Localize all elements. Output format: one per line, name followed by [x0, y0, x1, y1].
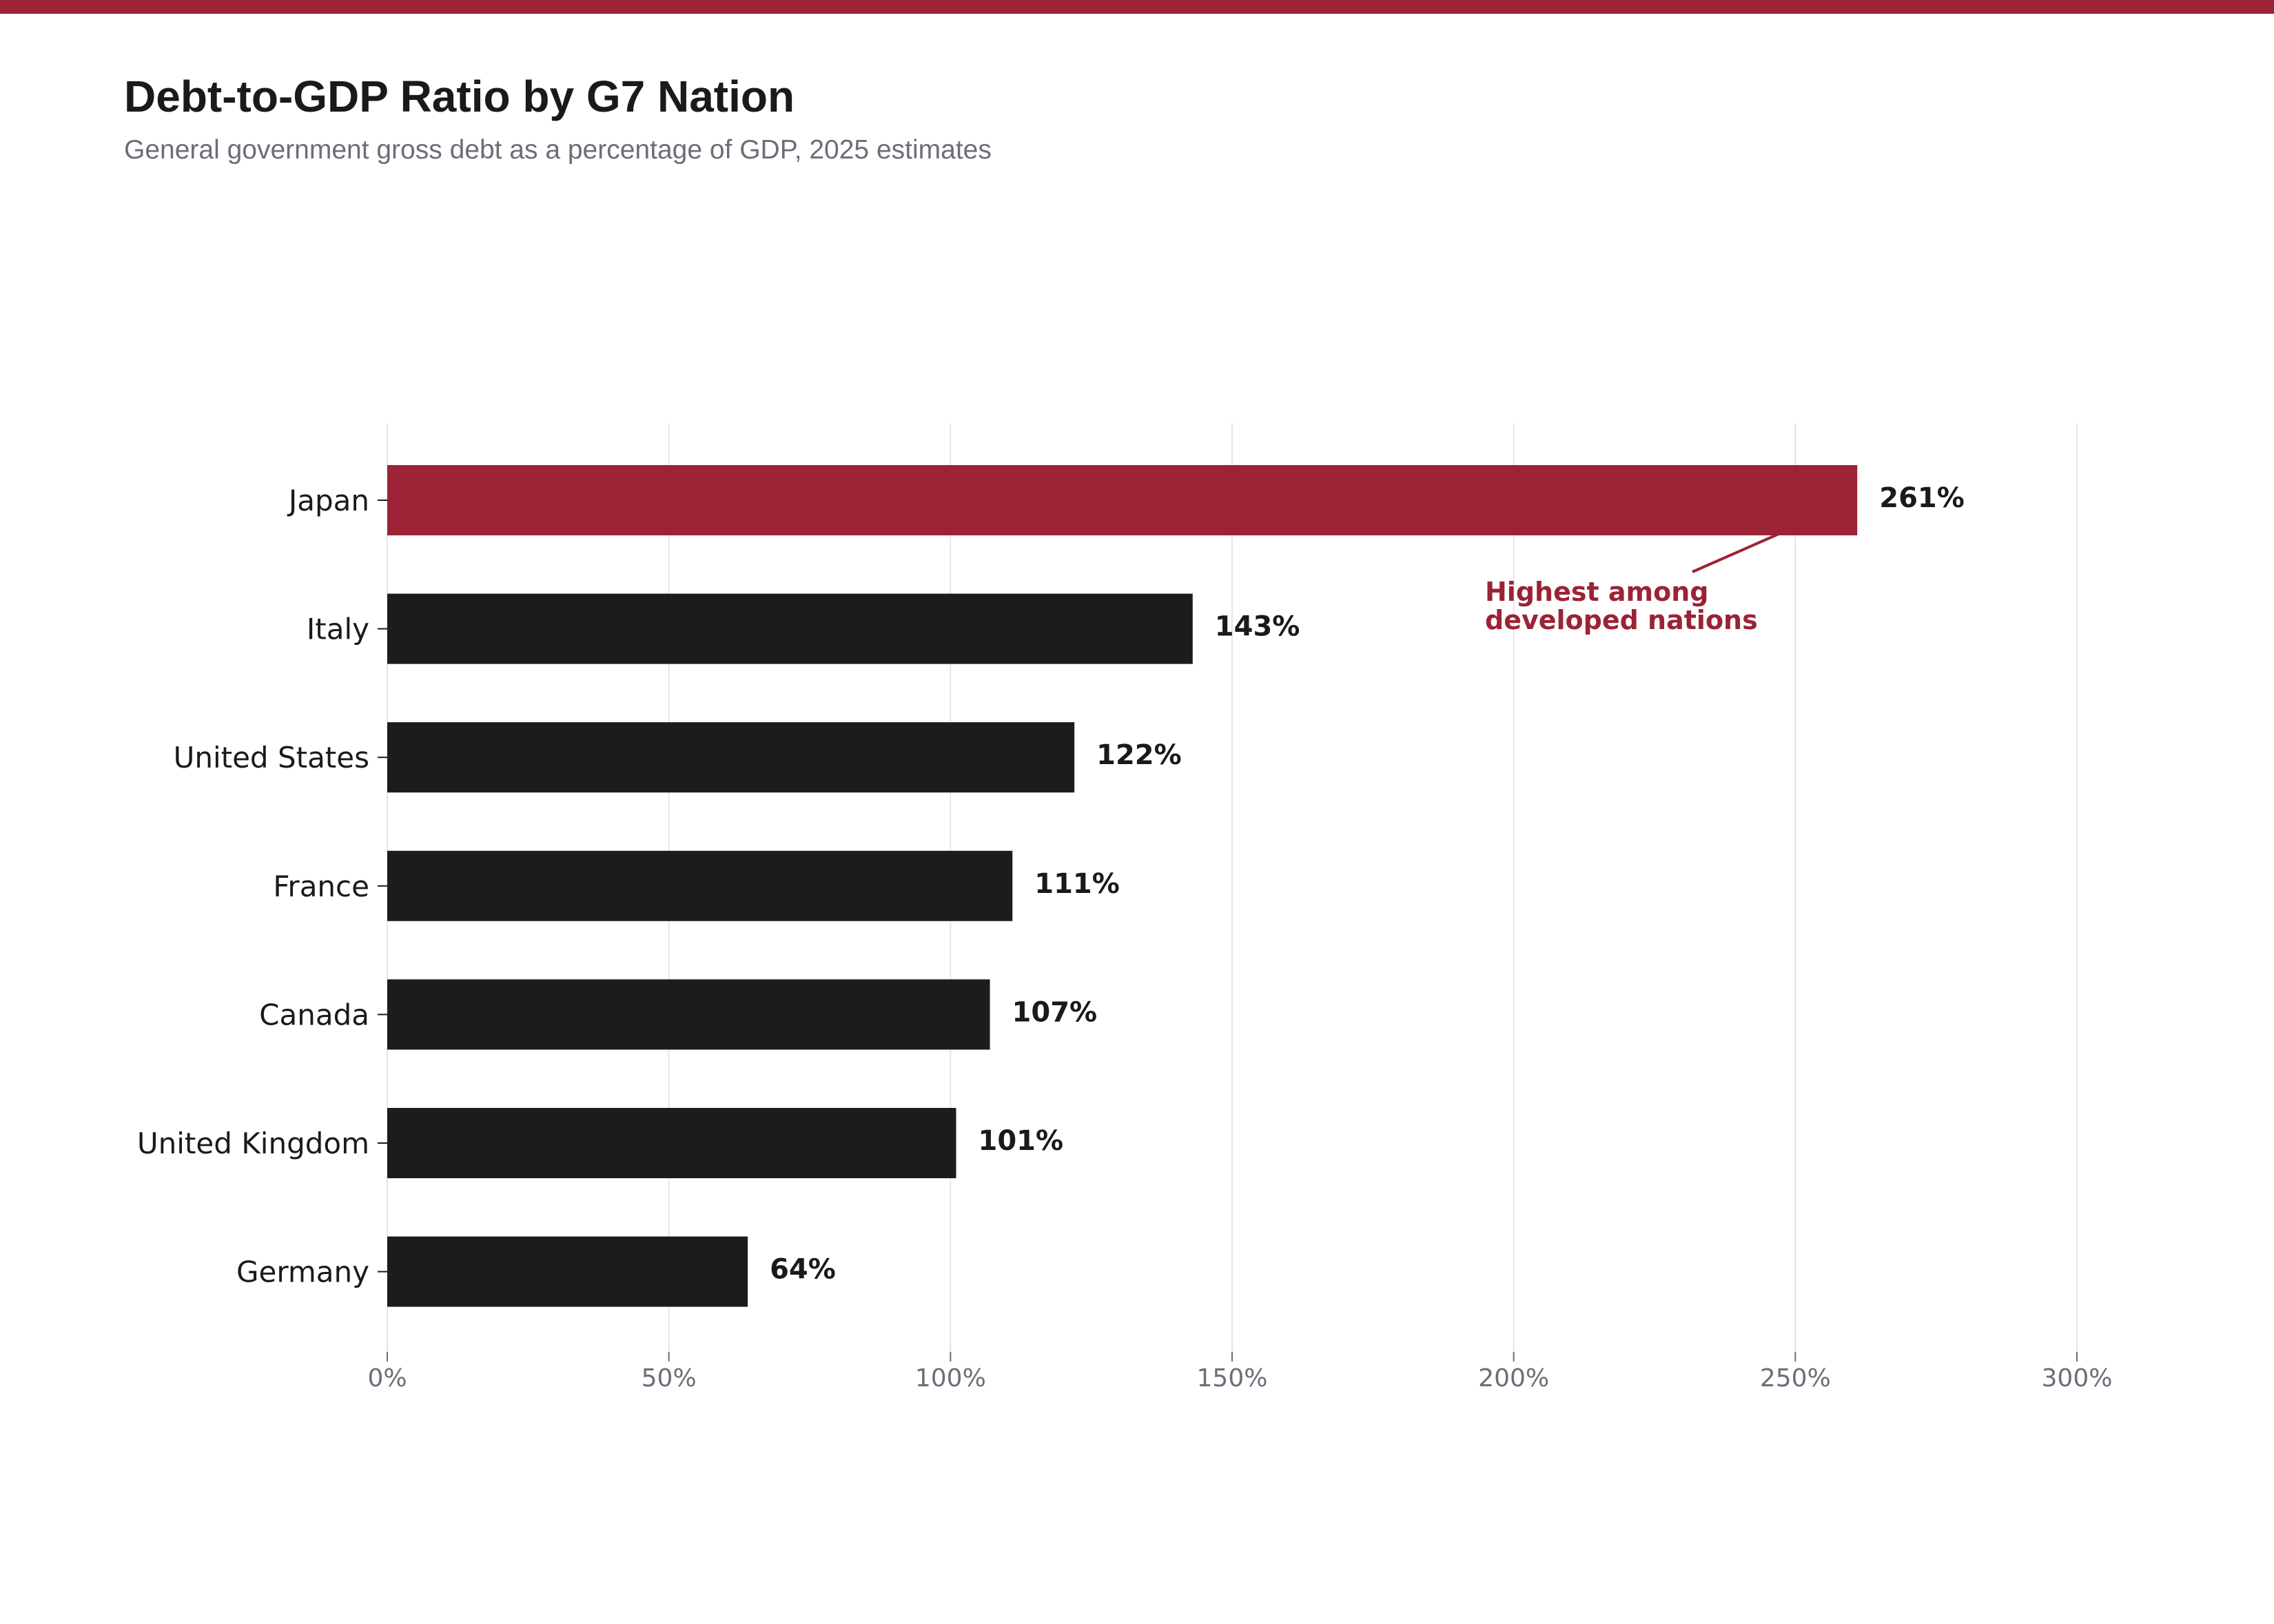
x-tick-label: 0% [367, 1364, 407, 1392]
value-label: 107% [1012, 996, 1098, 1028]
x-tick-label: 300% [2042, 1364, 2113, 1392]
value-label: 101% [979, 1125, 1064, 1157]
value-label: 143% [1215, 611, 1300, 643]
bar-italy [387, 593, 1193, 664]
value-label: 261% [1879, 482, 1965, 514]
category-label: United Kingdom [137, 1127, 369, 1160]
value-label: 122% [1096, 739, 1182, 771]
chart-title: Debt-to-GDP Ratio by G7 Nation [124, 72, 795, 121]
annotation: Highest among developed nations [1485, 531, 1784, 635]
category-label: Germany [236, 1255, 369, 1289]
value-labels: 261% 143% 122% 111% 107% 101% 64% [770, 482, 1965, 1286]
category-label: France [273, 870, 369, 903]
bar-france [387, 850, 1013, 921]
annotation-arrow [1692, 531, 1784, 573]
annotation-line-2: developed nations [1485, 605, 1758, 635]
category-label: Canada [259, 998, 369, 1031]
bars [387, 465, 1858, 1307]
bar-united-states [387, 722, 1075, 793]
bar-canada [387, 979, 990, 1050]
category-labels: Japan Italy United States France Canada Unite… [137, 484, 387, 1289]
x-axis: 0% 50% 100% 150% 200% 250% 300% [367, 1352, 2112, 1392]
top-accent-bar [0, 0, 2274, 14]
chart-subtitle: General government gross debt as a perce… [124, 135, 992, 165]
category-label: United States [174, 741, 369, 774]
bar-japan [387, 465, 1858, 535]
x-tick-label: 150% [1197, 1364, 1268, 1392]
annotation-line-1: Highest among [1485, 577, 1708, 607]
bar-united-kingdom [387, 1108, 956, 1178]
category-label: Japan [287, 484, 369, 517]
value-label: 64% [770, 1254, 836, 1286]
x-tick-label: 250% [1760, 1364, 1831, 1392]
category-label: Italy [307, 613, 369, 646]
value-label: 111% [1034, 868, 1120, 900]
bar-germany [387, 1236, 748, 1307]
x-tick-label: 50% [642, 1364, 697, 1392]
annotation-text: Highest among developed nations [1485, 577, 1758, 635]
x-tick-label: 100% [915, 1364, 986, 1392]
x-tick-label: 200% [1478, 1364, 1549, 1392]
